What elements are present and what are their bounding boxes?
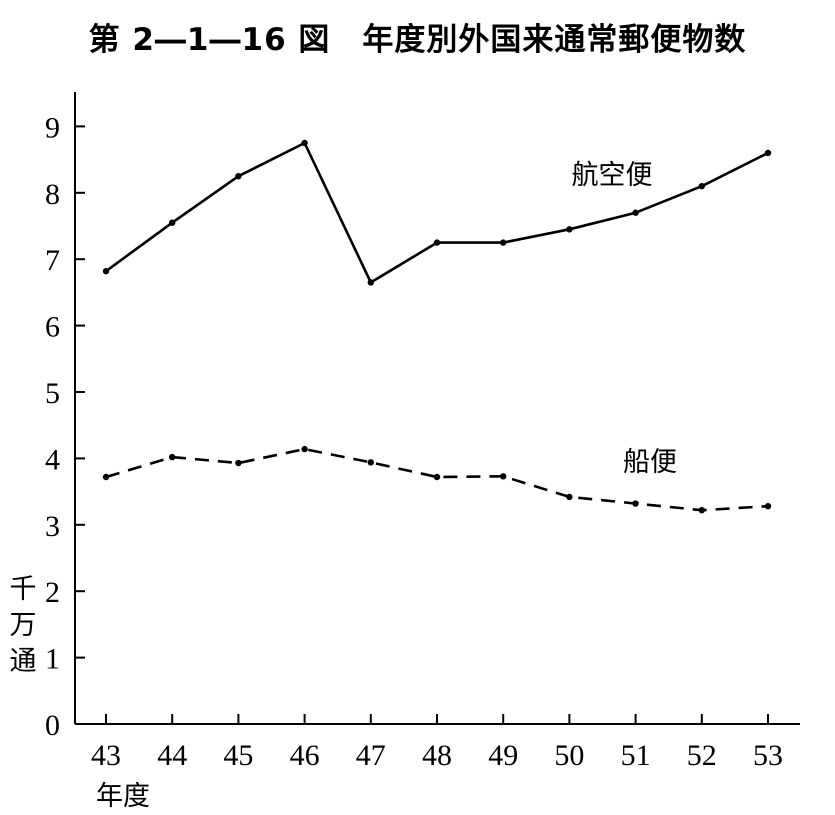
y-tick-label: 9 xyxy=(45,111,60,144)
y-axis-label-char: 千 xyxy=(9,574,37,605)
y-tick-label: 0 xyxy=(45,709,60,742)
data-point xyxy=(235,459,242,467)
data-point xyxy=(500,239,507,246)
x-tick-label: 44 xyxy=(157,739,187,772)
series-line xyxy=(105,447,769,512)
data-point xyxy=(764,149,772,157)
data-point xyxy=(632,500,639,507)
y-axis-ticks: 0 1 2 3 4 5 6 7 8 9 xyxy=(45,111,85,742)
data-point xyxy=(102,267,110,275)
x-tick-label: 49 xyxy=(488,739,518,772)
data-point xyxy=(301,445,308,453)
data-point xyxy=(698,506,705,514)
data-point xyxy=(367,279,374,286)
chart-axes xyxy=(74,92,800,725)
data-point xyxy=(500,473,507,480)
x-tick-label: 52 xyxy=(687,739,717,772)
chart-series xyxy=(102,139,772,514)
data-point xyxy=(301,139,308,147)
data-point xyxy=(566,226,573,233)
x-tick-label: 53 xyxy=(753,739,783,772)
chart-title: 第 2―1―16 図 年度別外国来通常郵便物数 xyxy=(88,22,747,58)
x-tick-label: 50 xyxy=(554,739,584,772)
y-tick-label: 6 xyxy=(45,311,60,344)
data-point xyxy=(433,239,441,246)
y-tick-label: 2 xyxy=(45,576,60,609)
data-point xyxy=(367,459,374,466)
y-tick-label: 5 xyxy=(45,377,60,410)
y-axis-label: 千 万 通 xyxy=(6,572,40,680)
series-label: 航空便 xyxy=(572,160,653,191)
x-tick-label: 46 xyxy=(290,739,320,772)
data-point xyxy=(102,473,110,481)
y-tick-label: 8 xyxy=(45,178,60,211)
y-tick-label: 7 xyxy=(45,244,60,277)
data-point xyxy=(764,503,772,510)
series-line xyxy=(105,141,769,284)
y-axis-label-char: 万 xyxy=(9,610,37,641)
x-tick-label: 51 xyxy=(621,739,651,772)
data-point xyxy=(698,182,705,190)
x-tick-label: 43 xyxy=(91,739,121,772)
data-point xyxy=(566,493,573,501)
data-point xyxy=(169,453,176,461)
data-point xyxy=(433,473,441,481)
y-tick-label: 4 xyxy=(45,443,60,476)
y-axis-label-char: 通 xyxy=(9,646,37,677)
data-point xyxy=(169,219,176,226)
x-axis-label: 年度 xyxy=(96,781,150,812)
x-axis-ticks: 43 44 45 46 47 48 49 50 51 52 53 xyxy=(91,714,783,772)
series-label: 船便 xyxy=(623,447,677,478)
data-point xyxy=(235,173,242,180)
y-tick-label: 3 xyxy=(45,510,60,543)
x-tick-label: 47 xyxy=(356,739,386,772)
x-tick-label: 48 xyxy=(422,739,452,772)
data-point xyxy=(632,209,639,216)
y-tick-label: 1 xyxy=(45,643,60,676)
x-tick-label: 45 xyxy=(223,739,253,772)
